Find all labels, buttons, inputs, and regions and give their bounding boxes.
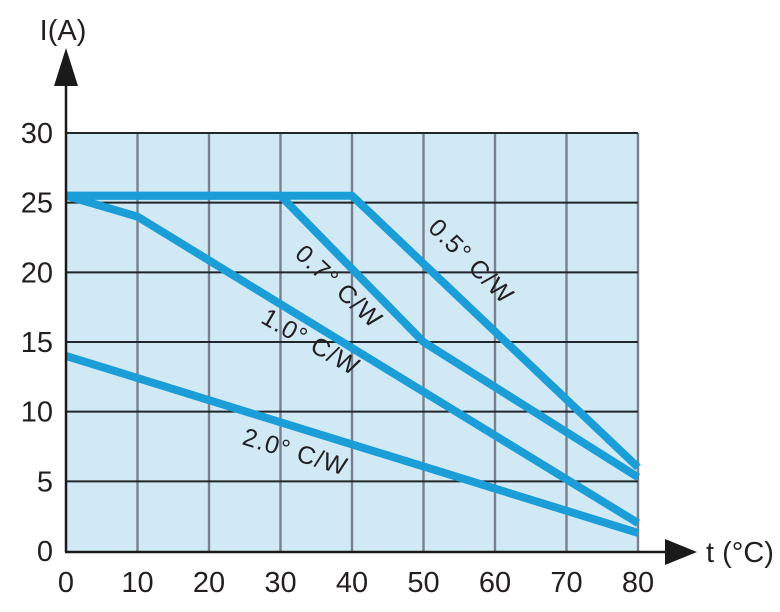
y-tick-label: 30 bbox=[21, 118, 53, 150]
series-lines bbox=[64, 191, 641, 537]
series-line bbox=[64, 352, 640, 537]
series-line bbox=[66, 191, 641, 481]
y-tick-label: 15 bbox=[21, 327, 53, 359]
x-tick-label: 10 bbox=[121, 567, 153, 599]
x-tick-label: 70 bbox=[550, 567, 582, 599]
x-tick-label: 0 bbox=[58, 567, 74, 599]
x-tick-label: 60 bbox=[479, 567, 511, 599]
x-tick-label: 20 bbox=[193, 567, 225, 599]
x-tick-label: 50 bbox=[407, 567, 439, 599]
x-tick-label: 80 bbox=[622, 567, 654, 599]
y-axis-arrow-icon bbox=[54, 48, 78, 86]
y-tick-label: 10 bbox=[21, 397, 53, 429]
series-line bbox=[64, 191, 641, 527]
y-tick-label: 5 bbox=[37, 466, 53, 498]
x-axis-arrow-icon bbox=[665, 539, 697, 565]
y-tick-label: 25 bbox=[21, 188, 53, 220]
x-tick-label: 30 bbox=[264, 567, 296, 599]
x-axis-title: t (°C) bbox=[706, 537, 774, 569]
x-tick-label: 40 bbox=[336, 567, 368, 599]
y-axis-title: I(A) bbox=[40, 15, 87, 47]
horizontal-gridlines bbox=[66, 132, 638, 483]
y-tick-label: 0 bbox=[37, 536, 53, 568]
y-tick-labels: 0 5 10 15 20 25 30 bbox=[21, 118, 53, 568]
y-tick-label: 20 bbox=[21, 257, 53, 289]
x-tick-labels: 0 10 20 30 40 50 60 70 80 bbox=[58, 567, 654, 599]
